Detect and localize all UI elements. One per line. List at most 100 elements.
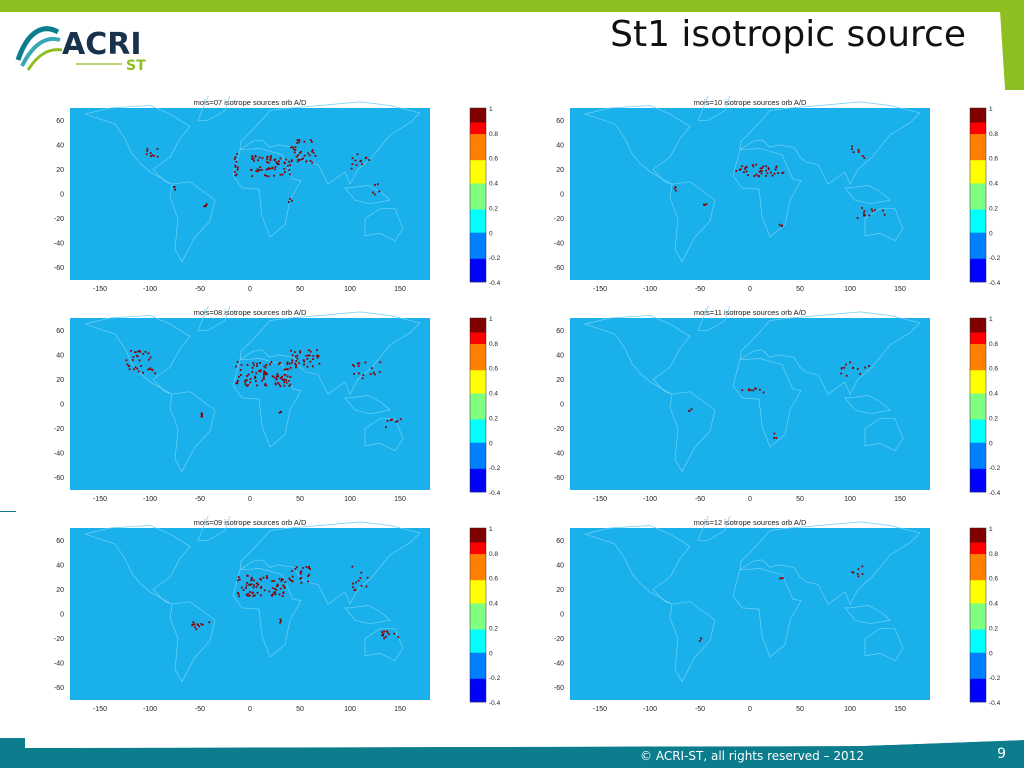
colorbar-segment (970, 229, 986, 233)
colorbar-segment (470, 597, 486, 601)
y-tick-label: -40 (554, 241, 564, 248)
colorbar-segment (470, 623, 486, 627)
footer-band (0, 738, 1024, 768)
source-point (257, 170, 259, 173)
colorbar-segment (470, 687, 486, 691)
colorbar-segment (470, 349, 486, 354)
colorbar-segment (970, 416, 986, 420)
coastline (697, 516, 731, 541)
colorbar-tick-label: 0.2 (489, 415, 498, 422)
source-point (131, 359, 134, 361)
colorbar-tick-label: 0.2 (489, 205, 498, 212)
y-tick-label: -20 (554, 216, 564, 223)
colorbar-segment (970, 594, 986, 598)
colorbar-segment (470, 142, 486, 146)
colorbar-segment (970, 428, 986, 432)
source-point (762, 165, 765, 168)
colorbar-tick-label: -0.4 (989, 700, 1000, 707)
colorbar-segment (470, 212, 486, 216)
source-point (778, 223, 781, 226)
colorbar-segment (470, 206, 486, 210)
source-point (357, 579, 360, 582)
x-tick-label: 0 (748, 706, 752, 713)
source-region (250, 154, 291, 178)
colorbar-segment (970, 635, 986, 639)
coastline (697, 306, 731, 331)
colorbar-segment (470, 134, 486, 138)
source-point (192, 623, 195, 626)
source-point (233, 158, 236, 160)
colorbar-frame (469, 317, 487, 493)
colorbar-segment (470, 468, 486, 472)
source-point (300, 581, 303, 584)
source-point (699, 640, 701, 642)
colorbar-segment (470, 192, 486, 196)
colorbar-segment (970, 378, 986, 383)
source-point (250, 583, 253, 586)
colorbar-segment (970, 606, 986, 610)
colorbar-segment (970, 183, 986, 187)
source-point (249, 378, 252, 380)
x-tick-label: -50 (195, 286, 205, 293)
source-point (265, 175, 268, 177)
colorbar-segment (470, 603, 486, 607)
source-point (238, 578, 241, 581)
colorbar-segment (470, 235, 486, 239)
source-point (774, 168, 777, 171)
source-region (773, 432, 778, 439)
slide-title: St1 isotropic source (610, 14, 966, 55)
map-background (570, 528, 930, 700)
source-point (364, 361, 367, 364)
source-region (372, 183, 381, 196)
colorbar-tick-label: 0 (989, 440, 993, 447)
source-point (703, 204, 706, 206)
source-point (300, 577, 303, 579)
source-region (385, 418, 402, 429)
coastline (239, 311, 421, 396)
colorbar-segment (470, 451, 486, 455)
source-point (312, 358, 314, 360)
map-panel-mois-12: mois=12 isotrope sources orb A/D -150 -100… (530, 516, 1000, 716)
source-point (288, 577, 291, 580)
map-panel-mois-07: mois=07 isotrope sources orb A/D -150 -100… (30, 96, 500, 296)
source-point (870, 208, 873, 211)
colorbar-segment (470, 678, 486, 682)
x-tick-label: 150 (894, 286, 906, 293)
source-point (235, 160, 238, 163)
side-marker (0, 511, 16, 512)
source-point (234, 164, 237, 167)
source-point (270, 361, 273, 363)
source-point (882, 209, 884, 212)
colorbar-segment (970, 381, 986, 385)
source-point (741, 389, 744, 392)
source-point (767, 168, 770, 171)
source-point (260, 585, 263, 588)
colorbar-segment (970, 629, 986, 633)
y-tick-label: -60 (54, 475, 64, 482)
colorbar-segment (470, 405, 486, 409)
colorbar-segment (470, 276, 486, 280)
source-point (134, 366, 137, 369)
x-tick-label: 0 (248, 706, 252, 713)
coastline (239, 521, 421, 606)
source-region (203, 203, 208, 208)
source-point (275, 589, 278, 591)
x-tick-label: -100 (143, 706, 157, 713)
source-point (244, 383, 247, 385)
colorbar-segment (470, 229, 486, 233)
colorbar-segment (970, 463, 986, 467)
source-point (273, 159, 276, 162)
colorbar-segment (970, 373, 986, 377)
colorbar-segment (470, 221, 486, 225)
y-tick-label: 60 (56, 328, 64, 335)
source-point (139, 350, 142, 353)
source-point (247, 384, 249, 386)
colorbar-segment (970, 137, 986, 141)
source-point (234, 156, 237, 158)
colorbar-segment (970, 693, 986, 697)
coastline (239, 101, 421, 186)
colorbar-segment (470, 583, 486, 587)
colorbar-segment (470, 341, 486, 345)
colorbar-tick-label: -0.4 (489, 490, 500, 497)
source-point (295, 155, 298, 158)
